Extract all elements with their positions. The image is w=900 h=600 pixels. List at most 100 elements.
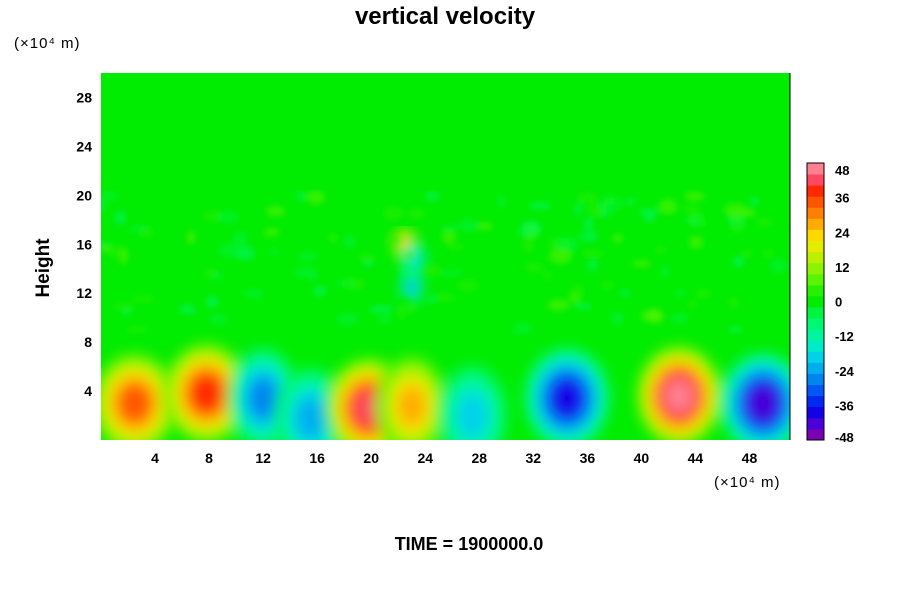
turbulence-cell xyxy=(708,194,731,211)
turbulence-cell xyxy=(458,279,478,292)
turbulence-cell xyxy=(755,217,773,227)
turbulence-cell xyxy=(189,309,199,319)
x-tick-label: 32 xyxy=(526,450,542,466)
turbulence-cell xyxy=(407,208,426,220)
turbulence-cell xyxy=(657,316,675,330)
turbulence-cell xyxy=(324,250,336,266)
turbulence-cell xyxy=(446,244,466,251)
colorbar-segment xyxy=(807,163,824,175)
turbulence-cell xyxy=(113,302,134,311)
colorbar-segment xyxy=(807,373,824,385)
x-tick-label: 20 xyxy=(363,450,379,466)
turbulence-cell xyxy=(713,306,722,322)
turbulence-cell xyxy=(762,249,775,258)
velocity-field xyxy=(101,226,790,440)
turbulence-cell xyxy=(643,214,656,223)
turbulence-cell xyxy=(373,204,387,217)
turbulence-cell xyxy=(682,204,700,214)
velocity-contour-7-10 xyxy=(552,381,582,416)
turbulence-cell xyxy=(209,313,228,326)
turbulence-cell xyxy=(116,262,127,272)
turbulence-cell xyxy=(580,228,590,235)
turbulence-cell xyxy=(497,195,506,209)
turbulence-cell xyxy=(528,201,551,210)
y-axis-ticks: 4 8 12 16 20 24 28 xyxy=(76,89,92,399)
colorbar-segment xyxy=(807,240,824,253)
turbulence-cell xyxy=(581,249,604,258)
turbulence-cell xyxy=(126,326,148,333)
x-tick-label: 4 xyxy=(151,450,159,466)
velocity-contour-3-6 xyxy=(296,398,324,438)
turbulence-cell xyxy=(728,326,743,333)
turbulence-cell xyxy=(424,191,440,201)
velocity-contour-1-10 xyxy=(192,376,221,411)
velocity-contour-12-6 xyxy=(407,280,417,294)
turbulence-cell xyxy=(674,289,685,297)
x-tick-label: 44 xyxy=(688,450,704,466)
y-unit-label: (×10⁴ m) xyxy=(14,35,81,52)
turbulence-cell xyxy=(547,299,570,311)
colorbar-segment xyxy=(807,207,824,219)
turbulence-cell xyxy=(583,217,594,230)
x-tick-label: 24 xyxy=(417,450,433,466)
velocity-contour-4-11 xyxy=(354,391,383,425)
turbulence-cell xyxy=(610,311,625,325)
colorbar-segment xyxy=(807,284,824,297)
turbulence-cell xyxy=(458,219,480,232)
colorbar-label: 24 xyxy=(835,225,850,240)
turbulence-cell xyxy=(687,300,698,308)
turbulence-cell xyxy=(129,225,149,232)
turbulence-cell xyxy=(309,273,318,282)
turbulence-cell xyxy=(619,280,642,295)
colorbar-segment xyxy=(807,428,824,441)
turbulence-cell xyxy=(296,191,307,201)
turbulence-cell xyxy=(512,323,533,335)
colorbar-label: 48 xyxy=(835,163,849,178)
turbulence-cell xyxy=(671,313,689,324)
turbulence-cell xyxy=(528,306,546,315)
colorbar-segment xyxy=(807,262,824,275)
turbulence-cell xyxy=(571,270,596,285)
turbulence-cell xyxy=(632,260,652,268)
turbulence-cell xyxy=(470,269,486,282)
velocity-contour-9-11 xyxy=(748,386,777,420)
colorbar-label: 36 xyxy=(835,191,849,206)
turbulence-cell xyxy=(185,259,194,272)
turbulence-cell xyxy=(549,248,572,264)
turbulence-cell xyxy=(336,279,355,288)
velocity-contour-0-9 xyxy=(120,386,150,421)
turbulence-cell xyxy=(522,237,535,253)
turbulence-cell xyxy=(108,219,129,235)
turbulence-cell xyxy=(377,314,392,324)
turbulence-cell xyxy=(397,304,406,320)
turbulence-cell xyxy=(384,205,404,221)
colorbar-segment xyxy=(807,273,824,286)
colorbar-segment xyxy=(807,351,824,363)
y-tick-label: 8 xyxy=(84,334,92,350)
colorbar-segment xyxy=(807,417,824,430)
turbulence-cell xyxy=(660,265,670,278)
colorbar-segment xyxy=(807,406,824,419)
x-unit-label: (×10⁴ m) xyxy=(714,474,781,491)
turbulence-cell xyxy=(131,295,155,303)
turbulence-cell xyxy=(369,305,394,314)
x-tick-label: 36 xyxy=(580,450,596,466)
colorbar-label: -12 xyxy=(835,329,854,344)
x-tick-label: 48 xyxy=(742,450,758,466)
colorbar-segment xyxy=(807,295,824,308)
velocity-contour-6-5 xyxy=(458,394,487,437)
turbulence-cell xyxy=(156,241,172,249)
turbulence-cell xyxy=(157,317,168,327)
colorbar-segment xyxy=(807,362,824,374)
turbulence-cell xyxy=(730,218,746,233)
turbulence-cell xyxy=(570,284,584,299)
plot-area xyxy=(101,73,790,440)
colorbar-label: -36 xyxy=(835,398,854,413)
turbulence-cell xyxy=(306,189,325,205)
turbulence-cell xyxy=(733,255,745,268)
turbulence-cell xyxy=(266,205,285,217)
y-tick-label: 4 xyxy=(84,383,92,399)
turbulence-cell xyxy=(309,243,328,256)
turbulence-cell xyxy=(699,207,714,224)
